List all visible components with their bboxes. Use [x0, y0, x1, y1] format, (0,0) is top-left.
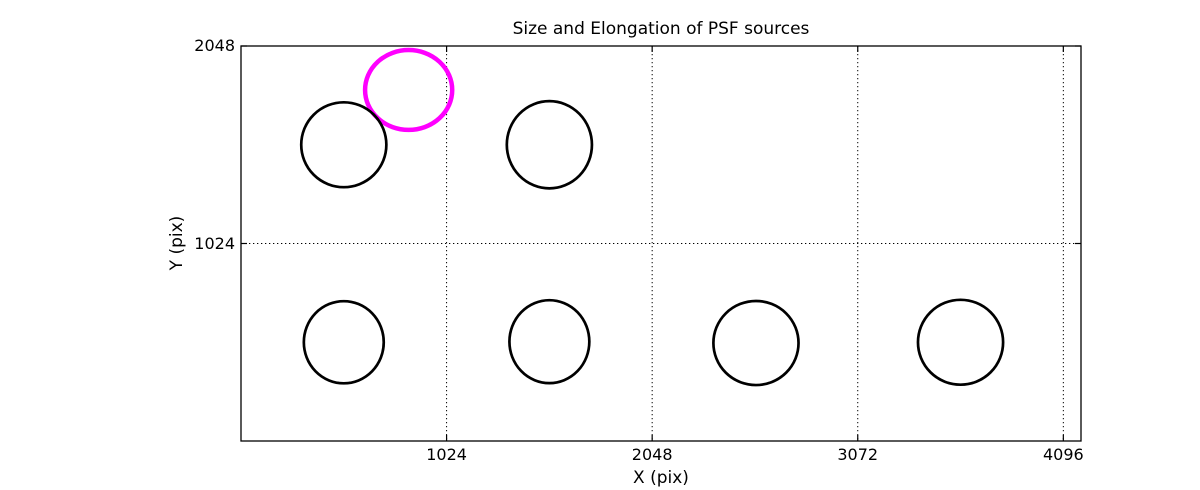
psf-ellipse — [299, 100, 388, 189]
psf-ellipse — [302, 299, 386, 385]
x-tick-label: 1024 — [426, 445, 467, 464]
y-tick-label: 1024 — [194, 233, 235, 253]
x-axis-label: X (pix) — [633, 468, 689, 488]
plot-border — [240, 45, 1082, 442]
psf-ellipse — [712, 299, 800, 387]
psf-ellipse — [508, 298, 591, 385]
psf-ellipse — [916, 298, 1005, 387]
chart-title: Size and Elongation of PSF sources — [512, 19, 810, 39]
highlighted-psf-ellipse — [362, 47, 455, 133]
x-tick-label: 4096 — [1042, 445, 1084, 464]
y-tick-label: 2048 — [194, 36, 235, 55]
x-tick-label: 3072 — [837, 445, 879, 464]
psf-ellipse — [505, 99, 594, 190]
x-tick-label: 2048 — [631, 445, 673, 464]
y-axis-label: Y (pix) — [167, 215, 187, 271]
